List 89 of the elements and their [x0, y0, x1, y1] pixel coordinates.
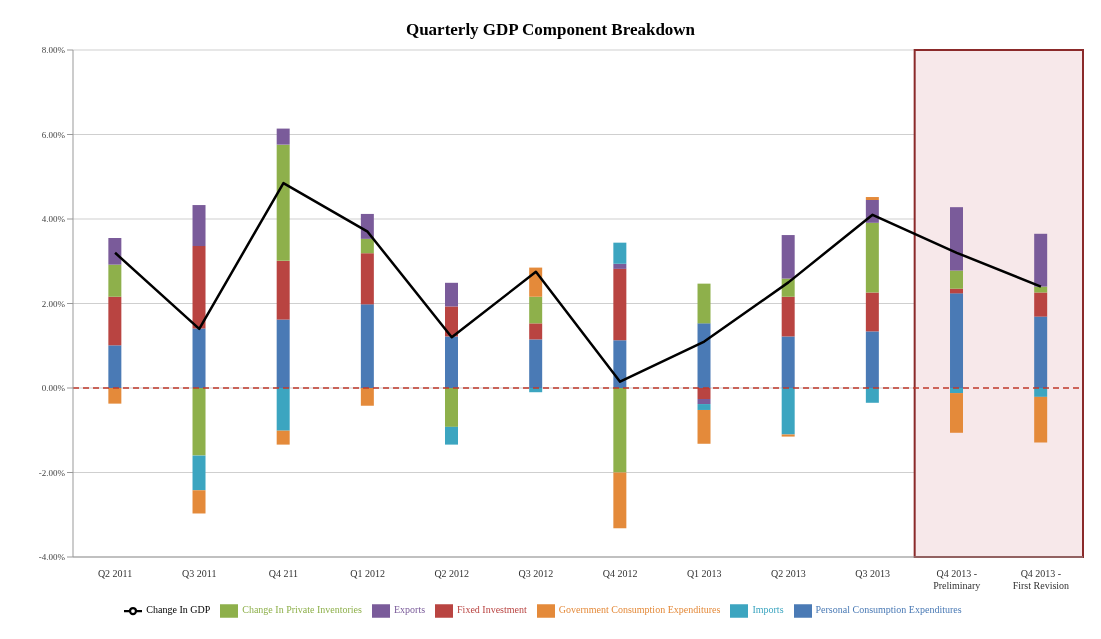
- bar: [445, 306, 459, 337]
- legend-label: Government Consumption Expenditures: [558, 604, 721, 616]
- legend-label: Fixed Investment: [457, 604, 527, 616]
- x-tick-label: Q2 2013: [771, 568, 806, 579]
- bar: [781, 336, 795, 388]
- x-tick-label: Q4 2013 - First Revision: [1012, 568, 1070, 591]
- bar: [192, 455, 206, 491]
- bar: [950, 393, 964, 433]
- bar: [1034, 233, 1048, 287]
- bar: [529, 323, 543, 340]
- bar: [697, 398, 711, 405]
- bar: [445, 282, 459, 307]
- line-series: [113, 181, 1043, 383]
- bar: [192, 388, 206, 456]
- bar: [950, 270, 964, 289]
- bar: [276, 319, 290, 388]
- bar: [276, 260, 290, 320]
- legend-label: Change In Private Inventories: [242, 604, 362, 616]
- bar: [276, 128, 290, 145]
- bar: [865, 197, 879, 200]
- bar: [445, 426, 459, 445]
- bar: [108, 296, 122, 346]
- bar: [1034, 388, 1048, 397]
- bar: [865, 331, 879, 388]
- bar: [360, 238, 374, 254]
- bar: [865, 222, 879, 293]
- bar: [781, 388, 795, 435]
- bar: [192, 246, 206, 329]
- bar: [192, 328, 206, 388]
- chart-title: Quarterly GDP Component Breakdown: [404, 19, 697, 40]
- bar: [108, 264, 122, 297]
- bar: [276, 430, 290, 445]
- bar: [781, 235, 795, 279]
- bar: [108, 238, 122, 265]
- bar: [276, 144, 290, 261]
- bar: [613, 263, 627, 269]
- bar: [360, 304, 374, 388]
- bar: [1034, 286, 1048, 293]
- y-tick-label: 0.00%: [41, 383, 66, 394]
- bar: [529, 339, 543, 388]
- bar: [865, 388, 879, 403]
- legend-label: Imports: [752, 604, 784, 616]
- bar: [613, 242, 627, 264]
- x-tick-label: Q4 2013 - Preliminary: [933, 568, 981, 591]
- bar: [697, 323, 711, 388]
- x-tick-label: Q3 2013: [855, 568, 890, 579]
- y-tick-label: 6.00%: [41, 129, 66, 140]
- x-tick-label: Q3 2012: [518, 568, 554, 579]
- bar: [108, 345, 122, 388]
- bar: [445, 388, 459, 427]
- legend-label: Exports: [393, 604, 426, 616]
- legend-label: Personal Consumption Expenditures: [815, 604, 962, 616]
- bar: [445, 336, 459, 388]
- bar: [613, 340, 627, 388]
- bar: [192, 490, 206, 514]
- bar: [697, 388, 711, 399]
- bar: [697, 283, 711, 324]
- bar: [613, 268, 627, 341]
- y-tick-label: -4.00%: [38, 552, 66, 563]
- y-tick-label: 4.00%: [41, 214, 66, 225]
- x-tick-label: Q1 2012: [350, 568, 385, 579]
- bar: [360, 388, 374, 406]
- bar: [108, 388, 122, 404]
- y-tick-label: 8.00%: [41, 45, 66, 56]
- x-tick-label: Q2 2012: [434, 568, 470, 579]
- bar: [1034, 292, 1048, 317]
- bar: [781, 296, 795, 337]
- x-tick-label: Q3 2011: [182, 568, 217, 579]
- x-tick-label: Q4 211: [268, 568, 299, 579]
- bar: [1034, 316, 1048, 388]
- bar: [865, 292, 879, 332]
- bar: [950, 293, 964, 388]
- y-tick-label: -2.00%: [38, 467, 66, 478]
- bar: [192, 205, 206, 247]
- y-tick-label: 2.00%: [41, 298, 66, 309]
- bar: [529, 296, 543, 324]
- x-tick-label: Q4 2012: [602, 568, 638, 579]
- bar: [1034, 396, 1048, 443]
- bar: [781, 434, 795, 437]
- x-tick-label: Q1 2013: [686, 568, 722, 579]
- bar: [613, 388, 627, 473]
- bar: [360, 253, 374, 305]
- bar: [613, 472, 627, 529]
- bar: [950, 207, 964, 271]
- bar: [697, 409, 711, 444]
- bar: [697, 404, 711, 410]
- bar: [276, 388, 290, 431]
- legend-label: Change In GDP: [146, 604, 211, 616]
- x-tick-label: Q2 2011: [97, 568, 133, 579]
